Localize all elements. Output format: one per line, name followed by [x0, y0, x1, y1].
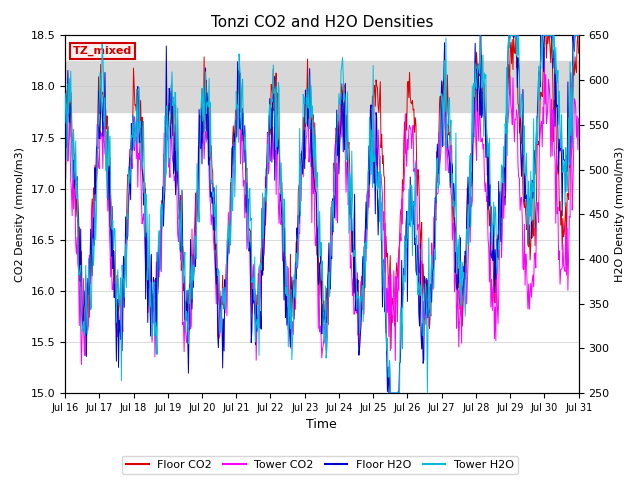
Bar [65, 61, 579, 112]
Text: TZ_mixed: TZ_mixed [73, 46, 132, 56]
Y-axis label: CO2 Density (mmol/m3): CO2 Density (mmol/m3) [15, 147, 25, 282]
X-axis label: Time: Time [307, 419, 337, 432]
Title: Tonzi CO2 and H2O Densities: Tonzi CO2 and H2O Densities [211, 15, 433, 30]
Y-axis label: H2O Density (mmol/m3): H2O Density (mmol/m3) [615, 146, 625, 282]
Legend: Floor CO2, Tower CO2, Floor H2O, Tower H2O: Floor CO2, Tower CO2, Floor H2O, Tower H… [122, 456, 518, 474]
